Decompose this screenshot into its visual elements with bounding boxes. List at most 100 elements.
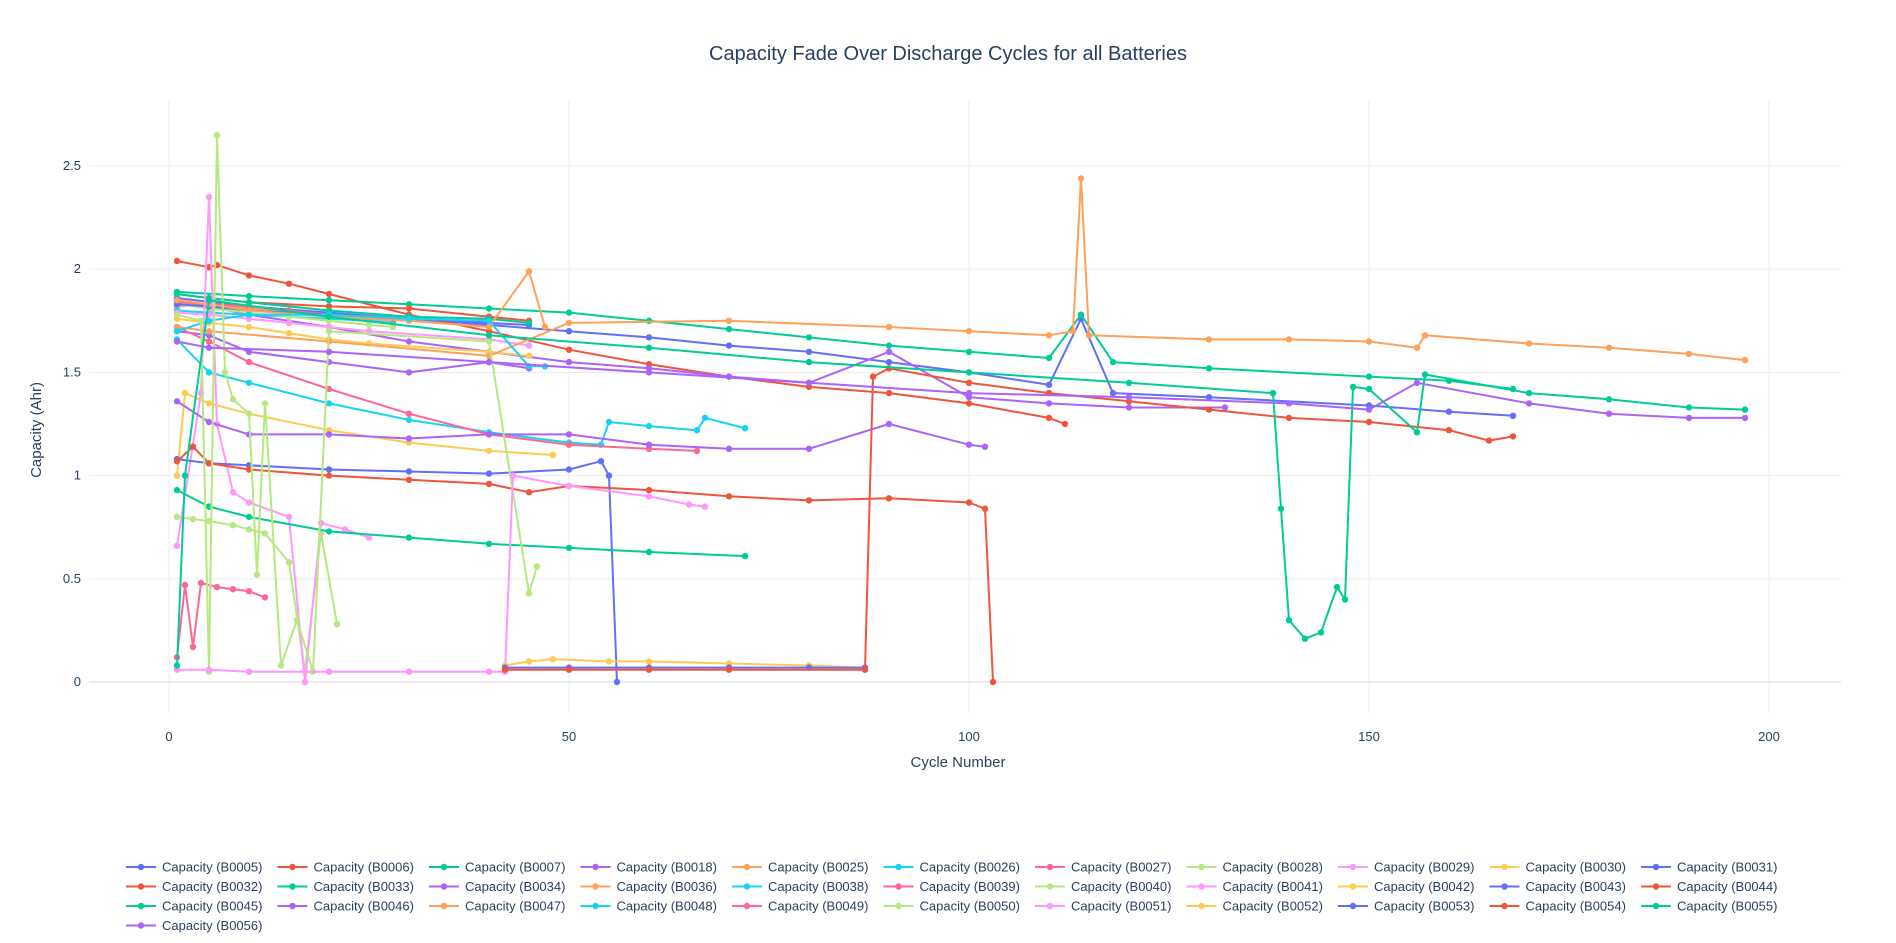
series-line <box>176 270 546 328</box>
data-point <box>245 379 253 386</box>
legend-item[interactable]: Capacity (B0036) <box>580 879 717 894</box>
legend-item[interactable]: Capacity (B0028) <box>1186 860 1323 875</box>
data-point <box>965 328 973 335</box>
data-point <box>485 470 493 477</box>
legend-item[interactable]: Capacity (B0030) <box>1489 860 1626 875</box>
legend-item[interactable]: Capacity (B0052) <box>1186 899 1323 914</box>
legend-item[interactable]: Capacity (B0044) <box>1641 879 1777 894</box>
legend-item[interactable]: Capacity (B0056) <box>126 918 262 933</box>
legend-item[interactable]: Capacity (B0033) <box>277 879 414 894</box>
legend-label: Capacity (B0046) <box>314 899 414 914</box>
legend[interactable]: Capacity (B0005) Capacity (B0006) Capacity… <box>126 860 1777 934</box>
data-point <box>1365 338 1373 345</box>
data-point <box>1413 429 1421 436</box>
legend-item[interactable]: Capacity (B0043) <box>1489 879 1626 894</box>
legend-item[interactable]: Capacity (B0027) <box>1035 860 1171 875</box>
data-point <box>1741 406 1749 413</box>
series-line <box>176 313 545 368</box>
data-point <box>485 358 493 366</box>
data-point <box>285 513 293 521</box>
legend-item[interactable]: Capacity (B0040) <box>1035 879 1171 894</box>
legend-marker <box>1501 902 1508 910</box>
legend-label: Capacity (B0026) <box>920 860 1020 875</box>
data-point <box>197 317 205 324</box>
data-point <box>405 305 413 312</box>
data-point <box>173 486 181 494</box>
legend-item[interactable]: Capacity (B0029) <box>1338 860 1474 875</box>
data-point <box>229 489 237 496</box>
data-point <box>1509 412 1517 419</box>
data-point <box>197 579 205 587</box>
legend-marker <box>440 883 448 890</box>
legend-marker <box>1046 902 1054 910</box>
legend-marker <box>1652 902 1660 910</box>
data-point <box>989 678 997 686</box>
data-point <box>261 400 269 407</box>
legend-item[interactable]: Capacity (B0031) <box>1641 860 1777 875</box>
legend-item[interactable]: Capacity (B0045) <box>126 899 262 914</box>
data-point <box>565 346 573 353</box>
data-point <box>725 317 733 324</box>
legend-item[interactable]: Capacity (B0018) <box>580 860 717 875</box>
data-point <box>341 526 349 533</box>
data-point <box>485 323 493 331</box>
data-point <box>173 328 181 335</box>
data-point <box>981 505 989 512</box>
legend-item[interactable]: Capacity (B0026) <box>883 860 1020 875</box>
data-point <box>1125 394 1133 401</box>
legend-item[interactable]: Capacity (B0025) <box>732 860 868 875</box>
series-line <box>176 299 1746 666</box>
data-point <box>173 257 181 265</box>
legend-label: Capacity (B0040) <box>1071 879 1171 894</box>
legend-item[interactable]: Capacity (B0049) <box>732 899 868 914</box>
data-point <box>533 563 541 570</box>
legend-label: Capacity (B0038) <box>768 879 868 894</box>
data-point <box>525 658 533 665</box>
data-point <box>173 297 181 304</box>
legend-item[interactable]: Capacity (B0047) <box>429 899 565 914</box>
data-point <box>173 513 181 521</box>
legend-marker <box>895 902 902 910</box>
data-point <box>285 319 293 327</box>
legend-item[interactable]: Capacity (B0051) <box>1035 899 1171 914</box>
data-point <box>565 309 573 316</box>
series-line <box>176 317 530 357</box>
axes: 0 50 100 150 200 0 0.5 1 1.5 2 2.5 <box>63 158 1780 744</box>
legend-item[interactable]: Capacity (B0046) <box>277 899 414 914</box>
legend-item[interactable]: Capacity (B0053) <box>1338 899 1474 914</box>
legend-marker <box>137 863 145 871</box>
legend-item[interactable]: Capacity (B0038) <box>732 879 868 894</box>
legend-item[interactable]: Capacity (B0006) <box>277 860 414 875</box>
legend-item[interactable]: Capacity (B0055) <box>1641 899 1777 914</box>
data-point <box>205 400 213 407</box>
legend-item[interactable]: Capacity (B0007) <box>429 860 565 875</box>
legend-item[interactable]: Capacity (B0039) <box>883 879 1020 894</box>
legend-item[interactable]: Capacity (B0032) <box>126 879 262 894</box>
data-point <box>205 418 213 426</box>
data-point <box>965 379 973 386</box>
data-point <box>549 656 557 663</box>
legend-label: Capacity (B0049) <box>768 899 868 914</box>
data-point <box>405 338 413 345</box>
legend-marker <box>440 902 448 910</box>
data-point <box>645 658 653 665</box>
data-point <box>1221 404 1229 411</box>
data-point <box>405 410 413 417</box>
x-tick-label: 50 <box>562 729 576 744</box>
data-point <box>805 497 813 504</box>
legend-marker <box>592 883 599 890</box>
legend-item[interactable]: Capacity (B0041) <box>1186 879 1323 894</box>
legend-item[interactable]: Capacity (B0048) <box>580 899 717 914</box>
data-point <box>805 358 813 366</box>
legend-item[interactable]: Capacity (B0005) <box>126 860 262 875</box>
data-point <box>485 305 493 312</box>
data-point <box>1269 389 1277 397</box>
legend-item[interactable]: Capacity (B0034) <box>429 879 565 894</box>
legend-item[interactable]: Capacity (B0042) <box>1338 879 1474 894</box>
data-point <box>693 427 701 434</box>
data-point <box>1525 340 1533 347</box>
data-point <box>1741 414 1749 422</box>
legend-marker <box>1349 883 1357 890</box>
legend-item[interactable]: Capacity (B0054) <box>1489 899 1626 914</box>
legend-item[interactable]: Capacity (B0050) <box>883 899 1020 914</box>
